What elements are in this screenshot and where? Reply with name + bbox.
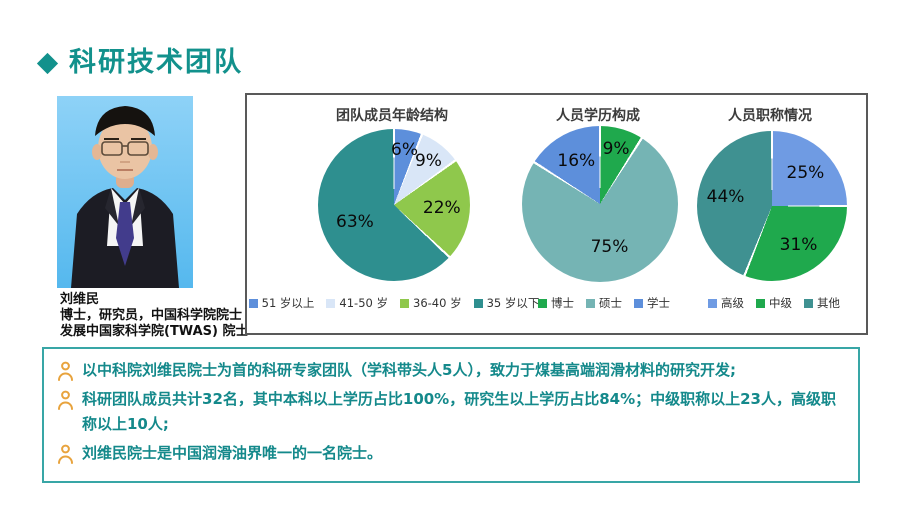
diamond-icon <box>36 52 59 74</box>
pie-slice-label: 9% <box>602 138 630 159</box>
legend-label: 硕士 <box>599 296 622 310</box>
profile-title-1: 博士，研究员，中国科学院院士 <box>60 308 243 323</box>
person-icon <box>58 444 73 464</box>
pie-education: 9% 75% 16% <box>522 126 678 282</box>
legend-label: 学士 <box>647 296 670 310</box>
pie-slice-label: 25% <box>786 162 825 183</box>
pie-slice-label: 22% <box>422 198 461 218</box>
pie-age-structure: 6% 9% 22% 63% <box>318 129 470 281</box>
bullet-text-2: 科研团队成员共计32名，其中本科以上学历占比100%，研究生以上学历占比84%；… <box>82 390 836 433</box>
chart-title-age: 团队成员年龄结构 <box>336 108 448 124</box>
chart-title-education: 人员学历构成 <box>556 108 640 124</box>
legend-education: 博士 硕士 学士 <box>529 295 679 311</box>
legend-marker <box>586 298 595 308</box>
legend-marker <box>326 298 336 308</box>
charts-panel: 团队成员年龄结构 人员学历构成 人员职称情况 6% 9% 22% 63% 9% 75% 1… <box>245 93 868 335</box>
legend-label: 41-50 岁 <box>339 296 388 310</box>
pie-slice-label: 9% <box>414 150 442 171</box>
legend-marker <box>248 298 258 308</box>
bullet-row: 以中科院刘维民院士为首的科研专家团队（学科带头人5人），致力于煤基高端润滑材料的… <box>57 358 840 383</box>
legend-item: 博士 <box>538 295 574 311</box>
pie-slice-label: 63% <box>336 211 374 232</box>
info-box: 以中科院刘维民院士为首的科研专家团队（学科带头人5人），致力于煤基高端润滑材料的… <box>42 347 860 483</box>
legend-label: 高级 <box>721 296 744 310</box>
pie-slice-label: 16% <box>557 150 596 171</box>
bullet-text-3: 刘维民院士是中国润滑油界唯一的一名院士。 <box>82 444 383 462</box>
person-icon <box>58 361 73 381</box>
legend-label: 35 岁以下 <box>486 296 540 310</box>
profile-title-2: 发展中国家科学院(TWAS) 院士 <box>60 324 249 339</box>
legend-item: 35 岁以下 <box>473 295 540 311</box>
legend-item: 41-50 岁 <box>326 295 388 311</box>
legend-marker <box>538 298 547 308</box>
legend-item: 其他 <box>804 295 840 311</box>
pie-rank: 25% 31% 44% <box>697 131 847 281</box>
page-title-row: 科研技术团队 <box>36 46 243 80</box>
legend-item: 硕士 <box>586 295 622 311</box>
legend-item: 中级 <box>756 295 792 311</box>
pie-slice-label: 6% <box>391 139 419 160</box>
pie-slice-label: 31% <box>779 235 818 256</box>
profile-caption: 刘维民 博士，研究员，中国科学院院士 发展中国家科学院(TWAS) 院士 <box>60 292 290 340</box>
bullet-row: 刘维民院士是中国润滑油界唯一的一名院士。 <box>57 441 840 466</box>
legend-item: 51 岁以上 <box>248 295 315 311</box>
legend-marker <box>708 298 717 308</box>
legend-age: 51 岁以上 41-50 岁 36-40 岁 35 岁以下 <box>248 295 540 311</box>
profile-name: 刘维民 <box>60 292 100 307</box>
page-title: 科研技术团队 <box>69 47 243 78</box>
person-icon <box>58 390 73 410</box>
portrait-photo <box>57 96 193 288</box>
legend-label: 其他 <box>817 296 840 310</box>
legend-label: 中级 <box>769 296 792 310</box>
legend-rank: 高级 中级 其他 <box>689 295 859 311</box>
legend-marker <box>756 298 765 308</box>
legend-marker <box>634 298 643 308</box>
legend-item: 学士 <box>634 295 670 311</box>
legend-item: 高级 <box>708 295 744 311</box>
legend-marker <box>473 298 483 308</box>
legend-item: 36-40 岁 <box>400 295 462 311</box>
legend-label: 博士 <box>551 296 574 310</box>
legend-label: 36-40 岁 <box>413 296 462 310</box>
pie-slice-label: 44% <box>706 187 745 208</box>
chart-title-rank: 人员职称情况 <box>728 108 812 124</box>
legend-marker <box>804 298 813 308</box>
legend-marker <box>400 298 409 308</box>
pie-slice-label: 75% <box>590 236 629 257</box>
bullet-text-1: 以中科院刘维民院士为首的科研专家团队（学科带头人5人），致力于煤基高端润滑材料的… <box>82 361 736 379</box>
legend-label: 51 岁以上 <box>261 296 315 310</box>
bullet-row: 科研团队成员共计32名，其中本科以上学历占比100%，研究生以上学历占比84%；… <box>57 387 840 437</box>
